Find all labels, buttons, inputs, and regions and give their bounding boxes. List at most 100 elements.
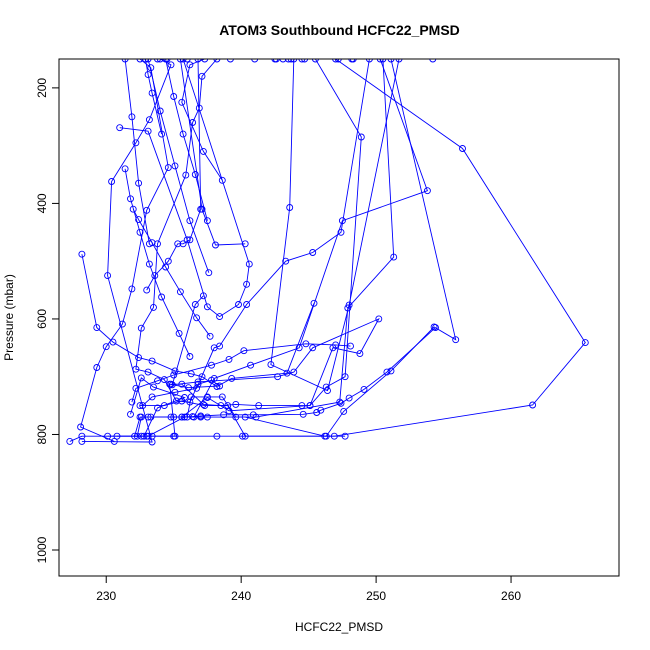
data-point xyxy=(144,127,152,135)
data-point xyxy=(290,59,298,63)
data-point xyxy=(148,357,156,365)
data-point xyxy=(332,341,340,349)
series-line xyxy=(81,59,172,443)
data-point xyxy=(141,59,149,63)
data-point xyxy=(144,71,152,79)
data-point xyxy=(317,406,325,414)
data-point xyxy=(203,413,211,421)
data-point xyxy=(136,228,144,236)
data-point xyxy=(311,59,319,63)
data-point xyxy=(301,59,309,63)
data-point xyxy=(375,315,383,323)
data-point xyxy=(452,336,460,344)
data-point xyxy=(167,61,175,69)
data-point xyxy=(189,413,197,421)
y-tick-label: 800 xyxy=(35,424,49,444)
data-point xyxy=(282,257,290,265)
data-point xyxy=(356,350,364,358)
y-tick-label: 1000 xyxy=(35,536,49,563)
data-point xyxy=(208,361,215,369)
data-point xyxy=(213,383,221,390)
data-point xyxy=(197,412,205,420)
data-point xyxy=(93,364,101,371)
data-point xyxy=(240,347,248,355)
data-point xyxy=(179,240,187,248)
series-16 xyxy=(121,165,194,360)
data-point xyxy=(217,402,225,410)
series-14 xyxy=(128,340,354,406)
data-point xyxy=(337,399,345,407)
data-point xyxy=(178,380,186,388)
data-point xyxy=(150,303,157,311)
series-18 xyxy=(162,59,211,225)
data-point xyxy=(145,116,153,124)
data-point xyxy=(225,355,233,363)
y-axis: 200 400 600 800 1000 xyxy=(35,78,60,563)
data-point xyxy=(379,59,387,63)
data-point xyxy=(191,171,199,178)
data-point xyxy=(145,260,153,268)
data-point xyxy=(349,59,357,63)
data-point xyxy=(108,178,116,185)
data-point xyxy=(162,59,170,63)
data-point xyxy=(309,249,317,256)
data-point xyxy=(330,432,338,440)
data-point xyxy=(170,93,178,100)
series-13 xyxy=(144,324,439,421)
data-point xyxy=(174,240,182,248)
data-point xyxy=(429,59,437,63)
data-point xyxy=(423,187,431,195)
data-point xyxy=(189,119,197,126)
data-point xyxy=(136,413,144,421)
data-point xyxy=(148,393,156,401)
data-point xyxy=(302,340,310,348)
data-point xyxy=(220,411,228,419)
data-point xyxy=(164,164,172,172)
data-point xyxy=(154,59,161,63)
data-point xyxy=(178,98,186,106)
data-point xyxy=(148,438,156,446)
data-point xyxy=(395,59,403,63)
data-point xyxy=(279,59,287,63)
data-point xyxy=(172,397,180,405)
data-point xyxy=(290,368,298,376)
data-point xyxy=(298,402,306,410)
data-point xyxy=(201,402,209,410)
series-line xyxy=(124,59,150,244)
series-7 xyxy=(136,59,460,440)
data-point xyxy=(144,413,152,421)
data-point xyxy=(143,286,151,294)
data-point xyxy=(109,338,117,346)
data-point xyxy=(182,171,190,179)
data-point xyxy=(255,402,263,410)
data-point xyxy=(203,217,211,225)
series-line xyxy=(146,59,428,418)
data-point xyxy=(206,332,214,340)
series-line xyxy=(147,59,210,273)
data-point xyxy=(198,373,206,381)
data-point xyxy=(164,257,172,265)
data-point xyxy=(387,59,395,63)
data-point xyxy=(154,377,161,385)
data-point xyxy=(170,371,178,379)
data-point xyxy=(226,59,234,63)
data-point xyxy=(193,314,201,322)
data-point xyxy=(186,217,194,225)
plot-frame xyxy=(58,58,620,577)
x-axis-label: HCFC22_PMSD xyxy=(295,620,383,634)
data-point xyxy=(322,432,330,440)
data-point xyxy=(118,320,126,328)
data-point xyxy=(324,387,331,395)
data-point xyxy=(179,130,187,138)
data-point xyxy=(287,59,295,63)
y-axis-label: Pressure (mbar) xyxy=(2,274,16,361)
data-point xyxy=(171,367,179,375)
chart-title: ATOM3 Southbound HCFC22_PMSD xyxy=(219,22,460,38)
x-tick-label: 260 xyxy=(501,589,521,603)
data-point xyxy=(345,301,353,309)
data-point xyxy=(340,407,348,415)
series-line xyxy=(124,168,191,357)
data-point xyxy=(104,432,112,440)
data-point xyxy=(171,388,179,396)
